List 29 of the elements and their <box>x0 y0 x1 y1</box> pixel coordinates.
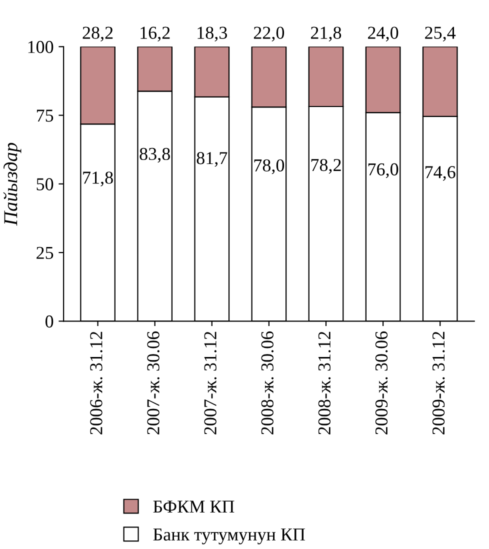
legend-label: Банк тутумунун КП <box>153 528 306 544</box>
data-label: 76,0 <box>368 163 398 178</box>
x-tick-label: 2009-ж. 30.06 <box>375 331 388 434</box>
data-label: 28,2 <box>82 26 113 42</box>
data-label: 18,3 <box>198 26 227 42</box>
data-label: 74,6 <box>425 166 456 181</box>
x-tick-label: 2008-ж. 30.06 <box>261 331 274 434</box>
y-tick-label: 75 <box>36 110 54 122</box>
data-label: 78,2 <box>311 158 341 174</box>
legend-label: БФКМ КП <box>153 500 234 513</box>
x-tick-label: 2006-ж. 31.12 <box>90 332 102 434</box>
x-tick-label: 2007-ж. 31.12 <box>204 332 216 434</box>
data-label: 25,4 <box>425 26 456 42</box>
x-tick-label: 2007-ж. 30.06 <box>147 331 160 434</box>
data-label: 24,0 <box>368 26 398 42</box>
y-tick-label: 25 <box>36 246 54 259</box>
data-label: 16,2 <box>140 26 170 42</box>
data-label: 71,8 <box>83 172 113 186</box>
data-label: 22,0 <box>254 26 284 42</box>
x-tick-label: 2008-ж. 31.12 <box>318 332 331 434</box>
y-tick-label: 100 <box>28 40 54 54</box>
y-axis-title: Пайыздар <box>3 142 22 226</box>
y-tick-label: 50 <box>36 178 54 190</box>
y-tick-label: 0 <box>46 315 54 328</box>
data-label: 21,8 <box>310 26 342 42</box>
data-label: 83,8 <box>140 148 170 163</box>
x-tick-label: 2009-ж. 31.12 <box>432 332 445 434</box>
data-label: 78,0 <box>254 159 284 174</box>
data-label: 81,7 <box>196 152 228 167</box>
